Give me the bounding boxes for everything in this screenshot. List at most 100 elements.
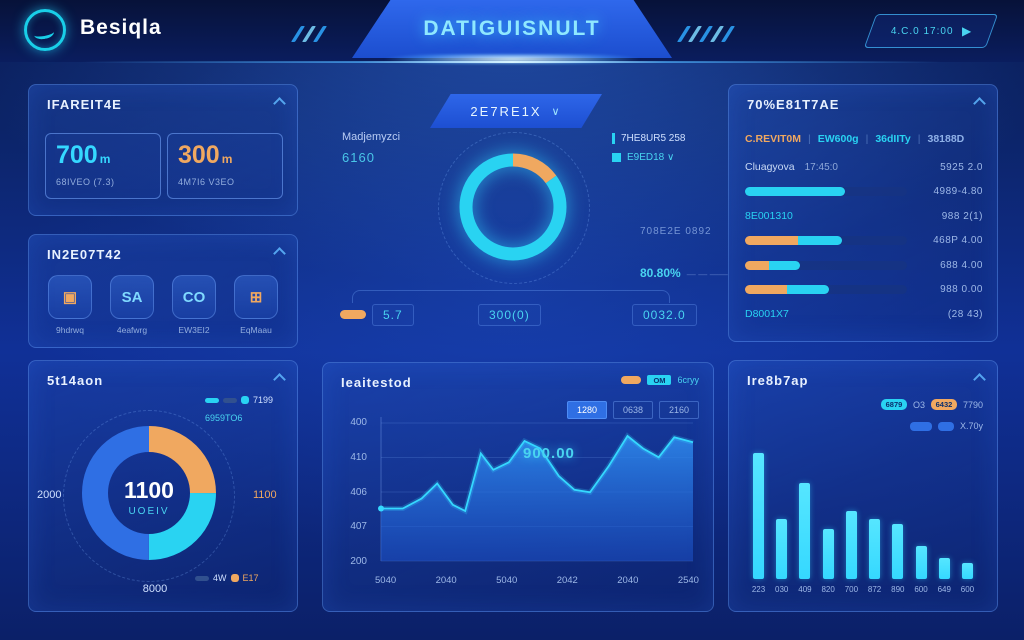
trend-area-chart bbox=[378, 417, 694, 562]
row-value: 988 0.00 bbox=[940, 284, 983, 296]
table-row: 988 0.00 bbox=[745, 278, 983, 303]
table-header: C.REVIT0M | EW600g | 36dIITy | 38188D bbox=[745, 133, 964, 145]
column-separator: | bbox=[865, 133, 869, 145]
shortcut-tile[interactable]: ⊞ EqMaau bbox=[231, 275, 281, 335]
trend-tabs: 1280 0638 2160 bbox=[567, 401, 699, 419]
trend-tab[interactable]: 0638 bbox=[613, 401, 653, 419]
donut-dashed-ring bbox=[63, 410, 235, 582]
x-tick: 2042 bbox=[556, 575, 578, 586]
progress-bar bbox=[745, 285, 907, 295]
panel-corner-icon bbox=[273, 247, 286, 260]
bar-column bbox=[958, 451, 977, 579]
stat-unit: m bbox=[99, 152, 111, 166]
bar-label: 223 bbox=[751, 585, 766, 594]
percentage-value: 80.80% bbox=[640, 266, 681, 280]
donut-center-label: UOEIV bbox=[128, 506, 170, 517]
panel-corner-icon bbox=[973, 97, 986, 110]
bar-label: 030 bbox=[775, 585, 789, 594]
bar bbox=[776, 518, 788, 579]
bar-column bbox=[912, 451, 931, 579]
bar-column bbox=[819, 451, 838, 579]
square-swatch-icon bbox=[612, 153, 621, 162]
y-tick: 407 bbox=[350, 521, 367, 533]
progress-segment-cyan bbox=[798, 236, 843, 246]
panel-corner-icon bbox=[973, 373, 986, 386]
shortcut-tile[interactable]: SA 4eafwrg bbox=[107, 275, 157, 335]
legend-subtext: 6959TO6 bbox=[205, 413, 243, 423]
trend-tab[interactable]: 2160 bbox=[659, 401, 699, 419]
center-stat-2: 300(0) bbox=[478, 304, 541, 326]
legend-text: 7HE8UR5 258 bbox=[621, 133, 686, 144]
y-tick: 410 bbox=[350, 451, 367, 463]
legend-pill-orange: 6432 bbox=[930, 399, 957, 410]
row-sub-label: 17:45:0 bbox=[804, 161, 838, 173]
brand-name: Besiqla bbox=[80, 16, 162, 39]
legend-swatch-dim bbox=[223, 397, 237, 403]
category-dropdown[interactable]: 2E7RE1X ∨ bbox=[430, 94, 602, 128]
x-tick: 5040 bbox=[375, 575, 397, 586]
shortcut-tile[interactable]: CO EW3EI2 bbox=[169, 275, 219, 335]
legend-label: 6cryy bbox=[677, 375, 699, 385]
progress-segment-cyan bbox=[787, 285, 830, 295]
page-title: DATIGUISNULT bbox=[423, 17, 601, 40]
bars-panel: Ire8b7ap 6879 O3 6432 7790 X.70y 223 030 4… bbox=[728, 360, 998, 612]
donut-legend-top: 7199 bbox=[205, 395, 273, 405]
progress-bar bbox=[745, 187, 907, 197]
stat-pill bbox=[340, 310, 366, 319]
shortcut-label: EW3EI2 bbox=[178, 325, 210, 335]
arrow-right-icon: ▶ bbox=[962, 24, 972, 38]
bar-label: 872 bbox=[867, 585, 882, 594]
center-left-label: Madjemyzci bbox=[342, 131, 401, 143]
bar-column bbox=[935, 451, 954, 579]
y-tick: 400 bbox=[350, 417, 367, 428]
progress-segment-cyan bbox=[745, 187, 846, 197]
grid-icon: ⊞ bbox=[234, 275, 278, 319]
row-value: 5925 2.0 bbox=[940, 161, 983, 173]
progress-bar bbox=[745, 236, 907, 246]
x-tick: 2040 bbox=[617, 575, 639, 586]
shortcuts-panel: IN2E07T42 ▣ 9hdrwq SA 4eafwrg CO EW3EI2 ⊞ EqMaa… bbox=[28, 234, 298, 348]
legend-label: 7790 bbox=[962, 399, 983, 410]
stat-unit: m bbox=[221, 152, 233, 166]
bar-label: 700 bbox=[844, 585, 859, 594]
stat-value: 300 bbox=[178, 141, 220, 169]
progress-segment-orange bbox=[745, 285, 788, 295]
table-row: D8001X7 (28 43) bbox=[745, 302, 983, 327]
table-rows: Cluagyova 17:45:0 5925 2.0 4989-4.80 8E00131… bbox=[745, 155, 983, 327]
table-row: Cluagyova 17:45:0 5925 2.0 bbox=[745, 155, 983, 180]
trend-panel: Ieaitestod OM 6cryy 1280 0638 2160 400 410 4… bbox=[322, 362, 714, 612]
co-icon: CO bbox=[172, 275, 216, 319]
stats-panel: IFAREIT4E 700 m 68IVEO (7.3) 300 m 4M7I6 V… bbox=[28, 84, 298, 216]
bar bbox=[822, 528, 834, 579]
distribution-panel: 5t14aon 1100 UOEIV 2000 1100 8000 7199 6… bbox=[28, 360, 298, 612]
bar-swatch-icon bbox=[612, 133, 615, 144]
legend-label: X.70y bbox=[959, 421, 983, 431]
bar bbox=[799, 483, 811, 579]
percentage-suffix: — — —— bbox=[686, 269, 728, 279]
shortcut-label: 4eafwrg bbox=[116, 325, 148, 335]
bars-panel-title: Ire8b7ap bbox=[747, 373, 809, 388]
bar-column bbox=[842, 451, 861, 579]
bar-label: 600 bbox=[914, 585, 928, 594]
bar-label: 649 bbox=[937, 585, 951, 594]
trend-tab[interactable]: 1280 bbox=[567, 401, 607, 419]
legend-text: 7199 bbox=[253, 395, 274, 405]
datetime-button[interactable]: 4.C.0 17:00 ▶ bbox=[863, 14, 999, 48]
shortcut-tile[interactable]: ▣ 9hdrwq bbox=[45, 275, 95, 335]
bar-label: 820 bbox=[821, 585, 835, 594]
table-row: 688 4.00 bbox=[745, 253, 983, 278]
stats-panel-title: IFAREIT4E bbox=[47, 97, 122, 112]
row-label: D8001X7 bbox=[745, 308, 789, 321]
legend-item: 7HE8UR5 258 bbox=[612, 133, 685, 144]
stat-label: 4M7I6 V3EO bbox=[178, 177, 235, 187]
bar bbox=[869, 518, 881, 579]
y-tick: 406 bbox=[350, 486, 367, 498]
ranking-panel-title: 70%E81T7AE bbox=[747, 97, 840, 112]
row-value: 988 2(1) bbox=[941, 210, 983, 222]
bar bbox=[938, 557, 950, 579]
x-axis-labels: 5040 2040 5040 2042 2040 2540 bbox=[375, 575, 699, 586]
column-header: 38188D bbox=[927, 133, 965, 145]
bar-label: 600 bbox=[960, 585, 975, 594]
stat-label: 68IVEO (7.3) bbox=[56, 177, 115, 187]
progress-segment-orange bbox=[745, 236, 799, 246]
